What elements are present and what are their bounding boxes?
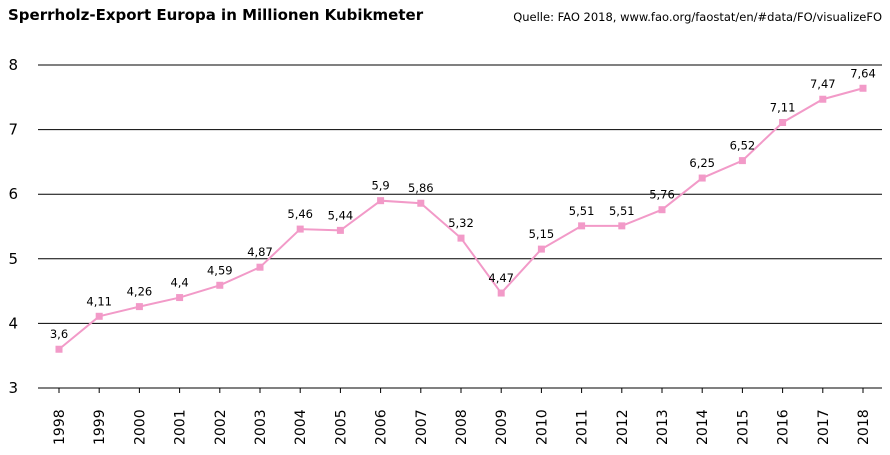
data-label: 5,9	[371, 179, 389, 193]
x-tick-label: 2008	[454, 409, 470, 445]
data-point	[618, 222, 626, 230]
data-label: 4,47	[488, 271, 514, 285]
x-tick-label: 2016	[776, 409, 792, 445]
data-label: 5,46	[287, 207, 313, 221]
data-point	[819, 95, 827, 103]
data-label: 4,11	[86, 294, 112, 308]
x-tick-label: 2002	[213, 409, 229, 445]
x-tick-label: 2018	[856, 409, 872, 445]
y-tick-label: 6	[8, 185, 18, 203]
data-point	[135, 303, 143, 311]
data-point	[859, 84, 867, 92]
data-label: 7,11	[770, 100, 796, 114]
x-tick-label: 2007	[414, 409, 430, 445]
y-tick-label: 8	[8, 56, 18, 74]
x-tick-label: 2017	[816, 409, 832, 445]
data-point	[176, 294, 184, 302]
data-point	[779, 118, 787, 126]
data-point	[377, 197, 385, 205]
data-label: 4,87	[247, 245, 273, 259]
x-tick-label: 2006	[374, 409, 390, 445]
chart-title: Sperrholz-Export Europa in Millionen Kub…	[8, 6, 424, 24]
y-tick-label: 3	[8, 379, 18, 397]
data-point	[698, 174, 706, 182]
data-label: 5,51	[569, 204, 595, 218]
x-tick-label: 2015	[735, 409, 751, 445]
data-label: 7,47	[810, 77, 836, 91]
x-tick-label: 2010	[534, 409, 550, 445]
y-tick-label: 5	[8, 250, 18, 268]
data-label: 7,64	[850, 66, 876, 80]
data-point	[95, 312, 103, 320]
data-label: 6,25	[689, 156, 715, 170]
data-label: 5,86	[408, 181, 434, 195]
data-label: 6,52	[730, 139, 756, 153]
data-label: 3,6	[50, 327, 68, 341]
data-point	[457, 234, 465, 242]
x-tick-label: 2003	[253, 409, 269, 445]
x-tick-label: 2009	[494, 409, 510, 445]
data-label: 4,59	[207, 263, 233, 277]
data-point	[658, 206, 666, 214]
data-point	[738, 157, 746, 165]
data-point	[296, 225, 304, 233]
data-point	[537, 245, 545, 253]
x-tick-label: 1999	[92, 409, 108, 445]
data-label: 4,26	[127, 285, 153, 299]
data-label: 5,76	[649, 188, 675, 202]
x-tick-label: 1998	[52, 409, 68, 445]
data-point	[336, 226, 344, 234]
data-label: 5,44	[328, 208, 354, 222]
x-tick-label: 2014	[695, 409, 711, 445]
data-point	[497, 289, 505, 297]
x-tick-label: 2013	[655, 409, 671, 445]
data-point	[216, 281, 224, 289]
x-tick-label: 2000	[132, 409, 148, 445]
data-label: 4,4	[170, 276, 188, 290]
x-tick-label: 2005	[333, 409, 349, 445]
data-label: 5,51	[609, 204, 635, 218]
data-point	[578, 222, 586, 230]
x-tick-label: 2012	[615, 409, 631, 445]
data-point	[417, 199, 425, 207]
y-tick-label: 7	[8, 121, 18, 139]
x-tick-label: 2011	[575, 409, 591, 445]
x-tick-label: 2004	[293, 409, 309, 445]
y-tick-label: 4	[8, 314, 18, 332]
source-note: Quelle: FAO 2018, www.fao.org/faostat/en…	[513, 10, 882, 24]
data-label: 5,15	[529, 227, 555, 241]
data-point	[256, 263, 264, 271]
data-label: 5,32	[448, 216, 474, 230]
data-point	[55, 345, 63, 353]
x-tick-label: 2001	[173, 409, 189, 445]
